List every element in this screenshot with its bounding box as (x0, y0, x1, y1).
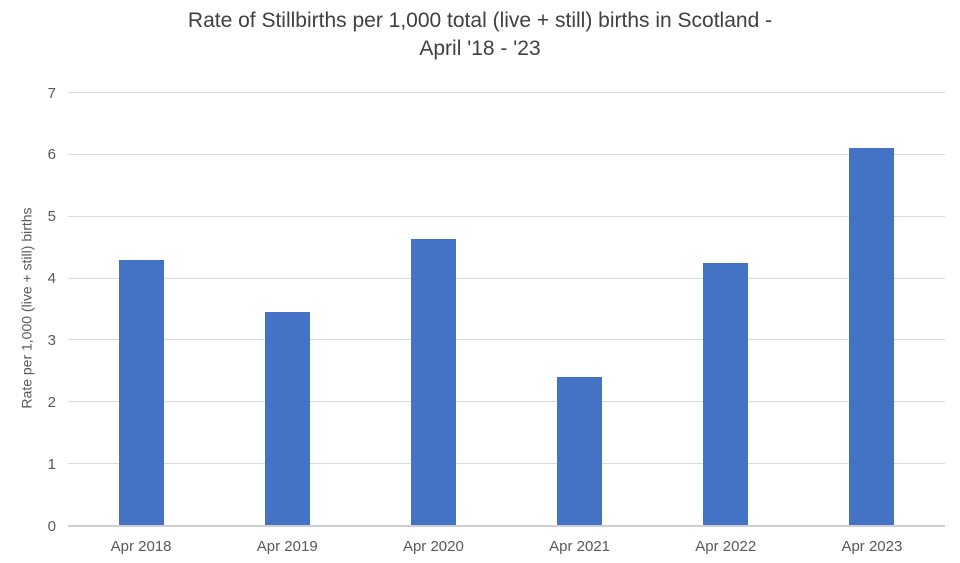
y-tick-label: 1 (47, 455, 56, 473)
gridline (68, 339, 945, 341)
x-tick-label: Apr 2021 (549, 538, 611, 555)
y-tick-label: 4 (47, 270, 56, 288)
bar-apr-2022 (703, 263, 749, 525)
chart-title-line-1: Rate of Stillbirths per 1,000 total (liv… (187, 9, 773, 32)
y-tick-label: 3 (47, 331, 56, 349)
bar-apr-2018 (118, 260, 164, 525)
bar-apr-2020 (410, 239, 456, 525)
plot-area (68, 92, 945, 527)
y-tick-label: 0 (47, 517, 56, 535)
chart-title: Rate of Stillbirths per 1,000 total (liv… (0, 7, 960, 63)
gridline (68, 277, 945, 279)
bar-apr-2019 (264, 311, 310, 525)
bar-apr-2021 (557, 376, 603, 525)
x-tick-label: Apr 2022 (695, 538, 757, 555)
y-tick-label: 7 (47, 84, 56, 102)
x-axis-line (68, 525, 945, 527)
y-tick-label: 5 (47, 208, 56, 226)
x-tick-label: Apr 2023 (841, 538, 903, 555)
x-tick-label: Apr 2018 (110, 538, 172, 555)
gridline (68, 463, 945, 465)
chart-title-line-2: April '18 - '23 (419, 37, 541, 60)
y-tick-label: 6 (47, 146, 56, 164)
gridline (68, 215, 945, 217)
gridline (68, 401, 945, 403)
bar-apr-2023 (849, 148, 895, 525)
x-tick-label: Apr 2020 (402, 538, 464, 555)
x-tick-label: Apr 2019 (256, 538, 318, 555)
y-tick-label: 2 (47, 393, 56, 411)
gridline (68, 153, 945, 155)
gridline (68, 92, 945, 93)
